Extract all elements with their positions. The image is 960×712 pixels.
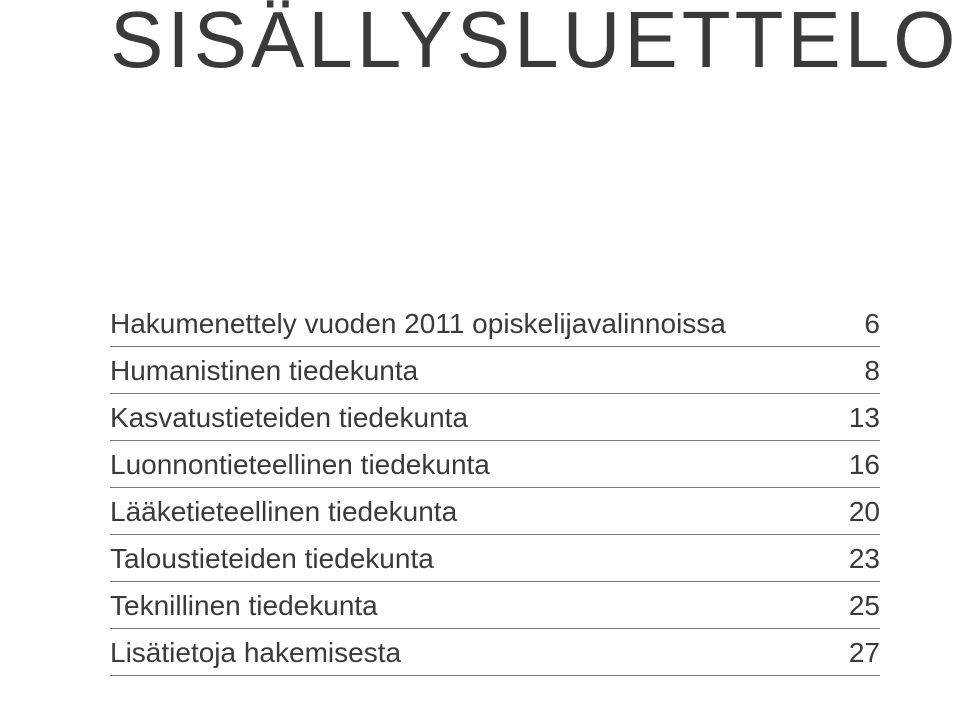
toc-page-number: 13 [849,402,880,434]
toc-page-number: 6 [864,308,880,340]
toc-row: Lisätietoja hakemisesta 27 [110,629,880,676]
table-of-contents: Hakumenettely vuoden 2011 opiskelijavali… [110,300,880,676]
toc-row: Humanistinen tiedekunta 8 [110,347,880,394]
toc-row: Kasvatustieteiden tiedekunta 13 [110,394,880,441]
toc-row: Lääketieteellinen tiedekunta 20 [110,488,880,535]
toc-label: Luonnontieteellinen tiedekunta [110,449,490,481]
page: SISÄLLYSLUETTELO Hakumenettely vuoden 20… [0,0,960,712]
toc-label: Humanistinen tiedekunta [110,355,418,387]
toc-row: Luonnontieteellinen tiedekunta 16 [110,441,880,488]
toc-label: Kasvatustieteiden tiedekunta [110,402,468,434]
toc-page-number: 16 [849,449,880,481]
toc-label: Hakumenettely vuoden 2011 opiskelijavali… [110,308,726,340]
toc-label: Lääketieteellinen tiedekunta [110,496,457,528]
toc-page-number: 25 [849,590,880,622]
toc-row: Hakumenettely vuoden 2011 opiskelijavali… [110,300,880,347]
toc-page-number: 23 [849,543,880,575]
toc-page-number: 20 [849,496,880,528]
toc-label: Lisätietoja hakemisesta [110,637,401,669]
toc-page-number: 8 [864,355,880,387]
toc-row: Taloustieteiden tiedekunta 23 [110,535,880,582]
toc-page-number: 27 [849,637,880,669]
page-title: SISÄLLYSLUETTELO [110,0,880,80]
toc-label: Teknillinen tiedekunta [110,590,378,622]
toc-row: Teknillinen tiedekunta 25 [110,582,880,629]
toc-label: Taloustieteiden tiedekunta [110,543,434,575]
